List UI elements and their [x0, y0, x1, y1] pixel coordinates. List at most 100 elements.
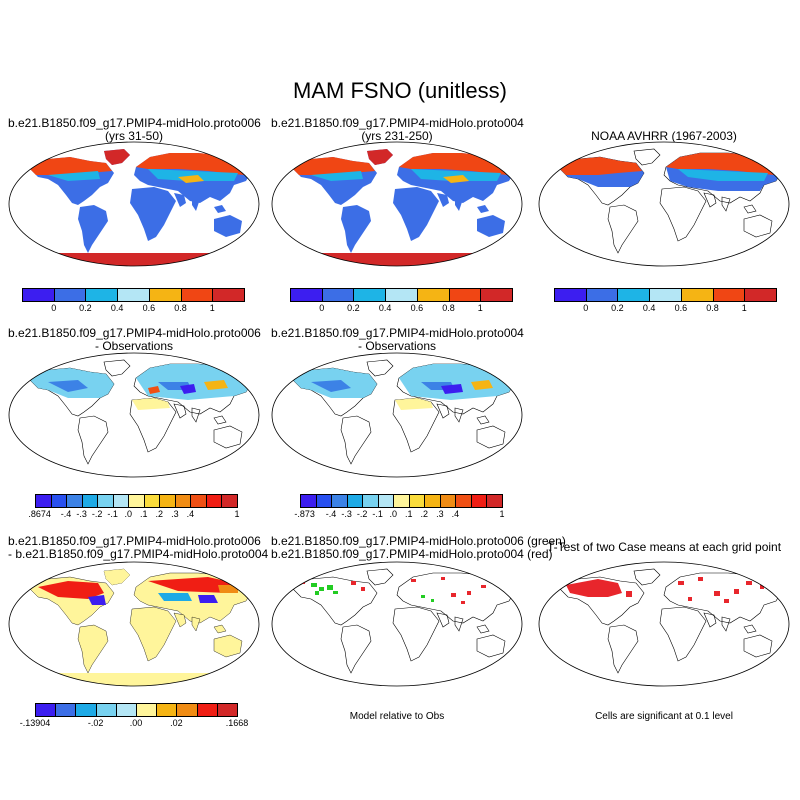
title-line: - b.e21.B1850.f09_g17.PMIP4-midHolo.prot… [8, 547, 269, 561]
colorbar-swatch [744, 288, 777, 302]
colorbar-swatch [55, 703, 77, 717]
colorbar-swatch [649, 288, 682, 302]
colorbar-swatch [115, 703, 137, 717]
title-line: - Observations [94, 339, 174, 353]
colorbar-abs-case2 [290, 288, 513, 302]
colorbar-swatch [212, 288, 245, 302]
colorbar-swatch [196, 703, 218, 717]
colorbar-tick-label: 0.2 [611, 303, 624, 313]
colorbar-tick-label: 1 [234, 509, 240, 519]
map-case1-minus-case2 [8, 561, 260, 687]
colorbar-tick-label: 0.8 [442, 303, 455, 313]
map-ttest-significance [538, 561, 790, 687]
colorbar-swatch [353, 288, 387, 302]
colorbar-tick-label: -.3 [76, 509, 87, 519]
title-line: (yrs 31-50) [104, 129, 163, 143]
colorbar-swatch [680, 288, 714, 302]
colorbar-swatch [480, 288, 513, 302]
colorbar-swatch [712, 288, 746, 302]
colorbar-tick-label: 0.8 [706, 303, 719, 313]
colorbar-swatch [112, 494, 130, 508]
colorbar-swatch [53, 288, 87, 302]
colorbar-swatch [50, 494, 68, 508]
colorbar-tick-label: 0.4 [110, 303, 124, 313]
colorbar-labels-diff1: .8674 -.4 -.3 -.2 -.1 .0 .1 .2 .3 .4 1 [28, 509, 240, 521]
colorbar-labels-case1: 0 0.2 0.4 0.6 0.8 1 [22, 303, 244, 315]
panel-title-case1-minus-obs: b.e21.B1850.f09_g17.PMIP4-midHolo.proto0… [8, 326, 261, 353]
colorbar-tick-label: .00 [129, 718, 143, 728]
colorbar-tick-label: 1 [209, 303, 215, 313]
colorbar-swatch [448, 288, 482, 302]
map-obs-fsno [538, 141, 790, 267]
colorbar-swatch [148, 288, 182, 302]
colorbar-abs-case1 [22, 288, 245, 302]
colorbar-tick-label: -.4 [325, 509, 337, 519]
colorbar-tick-label: 0.4 [642, 303, 656, 313]
colorbar-tick-label: .0 [389, 509, 397, 519]
colorbar-tick-label: -.2 [356, 509, 368, 519]
colorbar-swatch [75, 703, 97, 717]
colorbar-swatch [81, 494, 99, 508]
panel-title-obs: NOAA AVHRR (1967-2003) [538, 130, 790, 143]
colorbar-swatch [190, 494, 207, 508]
colorbar-labels-obs: 0 0.2 0.4 0.6 0.8 1 [554, 303, 776, 315]
colorbar-swatch [85, 288, 119, 302]
colorbar-swatch [143, 494, 161, 508]
colorbar-swatch [35, 494, 52, 508]
colorbar-swatch [156, 703, 178, 717]
map-model-relative-obs [271, 561, 523, 687]
colorbar-swatch [455, 494, 472, 508]
colorbar-tick-label: -.4 [60, 509, 72, 519]
colorbar-tick-label: -.3 [341, 509, 352, 519]
colorbar-tick-label: .0 [124, 509, 132, 519]
colorbar-swatch [393, 494, 410, 508]
colorbar-tick-label: 0.2 [79, 303, 92, 313]
title-line: b.e21.B1850.f09_g17.PMIP4-midHolo.proto0… [8, 534, 261, 548]
colorbar-tick-label: -.1 [107, 509, 118, 519]
map-case2-fsno [271, 141, 523, 267]
colorbar-swatch [22, 288, 55, 302]
title-line: b.e21.B1850.f09_g17.PMIP4-midHolo.proto0… [8, 326, 261, 340]
colorbar-diff-case1 [35, 494, 238, 508]
colorbar-swatch [205, 494, 223, 508]
title-line: b.e21.B1850.f09_g17.PMIP4-midHolo.proto0… [271, 326, 524, 340]
panel-title-case-diff: b.e21.B1850.f09_g17.PMIP4-midHolo.proto0… [8, 534, 269, 561]
colorbar-swatch [117, 288, 150, 302]
colorbar-tick-label: .1 [140, 509, 148, 519]
title-line: b.e21.B1850.f09_g17.PMIP4-midHolo.proto0… [271, 534, 566, 548]
colorbar-tick-label: .1668 [225, 718, 249, 728]
colorbar-tick-label: .2 [155, 509, 164, 519]
colorbar-tick-label: .02 [170, 718, 183, 728]
title-line: T-Test of two Case means at each grid po… [546, 540, 782, 554]
title-line: NOAA AVHRR (1967-2003) [591, 129, 737, 143]
colorbar-tick-label: 0 [583, 303, 589, 313]
colorbar-tick-label: 0.6 [410, 303, 424, 313]
note-significance: Cells are significant at 0.1 level [595, 711, 733, 722]
title-line: b.e21.B1850.f09_g17.PMIP4-midHolo.proto0… [271, 116, 524, 130]
colorbar-tick-label: -.2 [91, 509, 103, 519]
colorbar-swatch [385, 288, 418, 302]
colorbar-swatch [221, 494, 238, 508]
colorbar-tick-label: 1 [499, 509, 505, 519]
colorbar-swatch [176, 703, 198, 717]
colorbar-swatch [470, 494, 488, 508]
colorbar-labels-case-diff: -.13904 -.02 .00 .02 .1668 [20, 718, 249, 730]
title-line: b.e21.B1850.f09_g17.PMIP4-midHolo.proto0… [8, 116, 261, 130]
title-line: - Observations [357, 339, 437, 353]
colorbar-tick-label: 1 [741, 303, 747, 313]
colorbar-swatch [321, 288, 355, 302]
map-case1-fsno [8, 141, 260, 267]
colorbar-swatch [159, 494, 176, 508]
map-case2-minus-obs [271, 352, 523, 478]
colorbar-tick-label: -.13904 [19, 718, 51, 728]
colorbar-tick-label: 0 [319, 303, 325, 313]
main-title: MAM FSNO (unitless) [293, 78, 507, 103]
note-model-relative-obs: Model relative to Obs [349, 711, 445, 722]
colorbar-swatch [315, 494, 333, 508]
colorbar-abs-obs [554, 288, 777, 302]
colorbar-swatch [216, 703, 238, 717]
colorbar-tick-label: .8674 [28, 509, 51, 519]
colorbar-labels-diff2: -.873 -.4 -.3 -.2 -.1 .0 .1 .2 .3 .4 1 [294, 509, 505, 521]
colorbar-swatch [35, 703, 57, 717]
panel-title-case2-minus-obs: b.e21.B1850.f09_g17.PMIP4-midHolo.proto0… [271, 326, 524, 353]
